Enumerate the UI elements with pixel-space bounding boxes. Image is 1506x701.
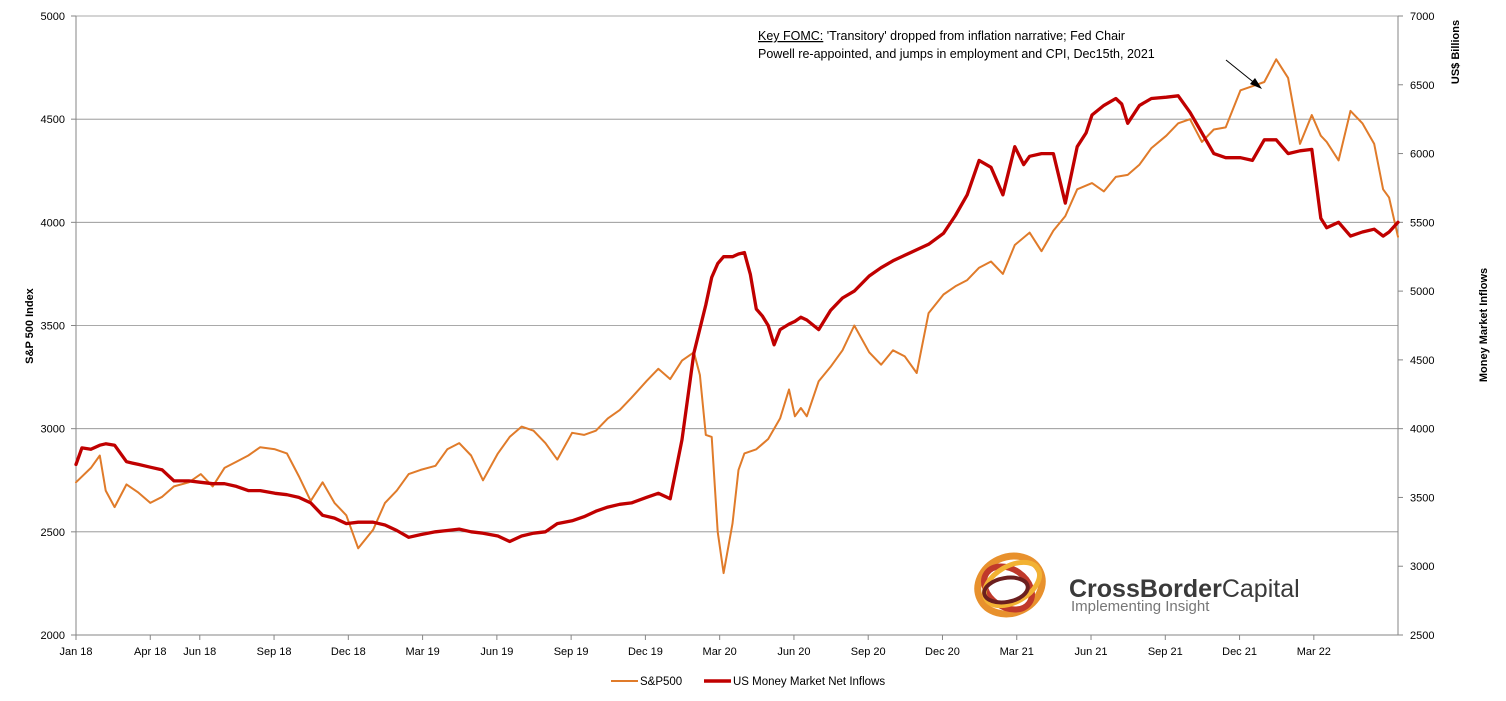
right-axis-ticks: 2500 3000 3500 4000 4500 5000 5500 6000 6500 7000 [1398, 11, 1434, 642]
left-tick-label: 2000 [41, 630, 65, 642]
right-tick-label: 3500 [1410, 492, 1434, 504]
right-axis-title-mid: Money Market Inflows [1478, 268, 1490, 382]
annotation-line-1: Key FOMC: 'Transitory' dropped from infl… [758, 29, 1125, 43]
fomc-annotation: Key FOMC: 'Transitory' dropped from infl… [758, 29, 1262, 89]
right-tick-label: 3000 [1410, 561, 1434, 573]
series-line-sp500 [75, 58, 1399, 575]
left-tick-label: 4500 [41, 114, 65, 126]
legend-label-money-market: US Money Market Net Inflows [733, 676, 885, 688]
x-tick-label: Mar 20 [703, 646, 737, 658]
annotation-line-2: Powell re-appointed, and jumps in employ… [758, 47, 1155, 61]
left-tick-label: 5000 [41, 11, 65, 23]
x-tick-label: Apr 18 [134, 646, 166, 658]
series-line-money-market [74, 94, 1400, 544]
logo-tagline: Implementing Insight [1071, 598, 1210, 615]
left-tick-label: 2500 [41, 527, 65, 539]
right-axis-title-top: US$ Billions [1450, 20, 1462, 84]
x-tick-label: Jun 21 [1075, 646, 1108, 658]
x-tick-label: Sep 19 [554, 646, 589, 658]
logo-name: CrossBorderCapital [1069, 575, 1300, 603]
series-money-market [74, 94, 1400, 544]
x-tick-label: Mar 21 [1000, 646, 1034, 658]
legend-label-sp500: S&P500 [640, 676, 682, 688]
x-axis-ticks: Jan 18 Apr 18 Jun 18 Sep 18 Dec 18 Mar 19 Jun … [59, 635, 1331, 658]
crossborder-logo: CrossBorderCapital Implementing Insight [974, 552, 1300, 618]
x-tick-label: Jun 18 [183, 646, 216, 658]
gridlines [76, 15, 1398, 533]
legend: S&P500 US Money Market Net Inflows [611, 676, 885, 688]
x-tick-label: Jun 20 [777, 646, 810, 658]
right-tick-label: 5500 [1410, 217, 1434, 229]
left-tick-label: 3500 [41, 321, 65, 333]
x-tick-label: Sep 20 [851, 646, 886, 658]
right-tick-label: 2500 [1410, 630, 1434, 642]
series-sp500 [75, 58, 1399, 575]
x-tick-label: Dec 21 [1222, 646, 1257, 658]
right-tick-label: 6500 [1410, 80, 1434, 92]
x-tick-label: Dec 20 [925, 646, 960, 658]
annotation-arrow [1225, 59, 1258, 86]
x-tick-label: Dec 19 [628, 646, 663, 658]
right-tick-label: 4000 [1410, 424, 1434, 436]
left-tick-label: 3000 [41, 424, 65, 436]
x-tick-label: Mar 22 [1297, 646, 1331, 658]
right-tick-label: 5000 [1410, 286, 1434, 298]
x-tick-label: Mar 19 [405, 646, 439, 658]
x-tick-label: Jun 19 [480, 646, 513, 658]
x-tick-label: Dec 18 [331, 646, 366, 658]
right-tick-label: 4500 [1410, 355, 1434, 367]
right-tick-label: 7000 [1410, 11, 1434, 23]
logo-mark [974, 552, 1046, 618]
x-tick-label: Jan 18 [59, 646, 92, 658]
left-axis-ticks: 2000 2500 3000 3500 4000 4500 5000 [41, 11, 76, 642]
right-tick-label: 6000 [1410, 149, 1434, 161]
x-tick-label: Sep 21 [1148, 646, 1183, 658]
annotation-arrowhead [1250, 78, 1262, 89]
left-axis-title: S&P 500 Index [24, 287, 36, 363]
x-tick-label: Sep 18 [257, 646, 292, 658]
left-tick-label: 4000 [41, 217, 65, 229]
